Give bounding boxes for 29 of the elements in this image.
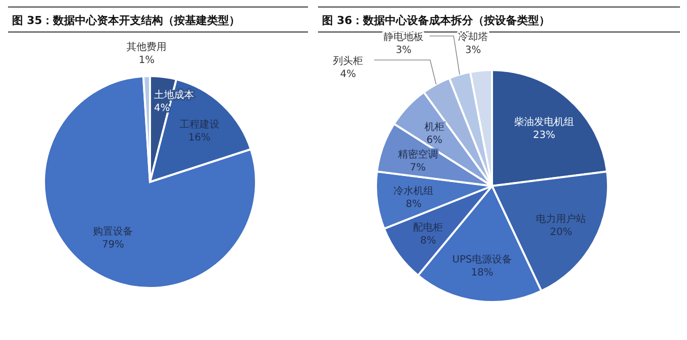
data-label: 7%: [410, 162, 426, 174]
data-label: 16%: [188, 132, 210, 144]
data-label: 8%: [420, 235, 436, 246]
data-label: 23%: [533, 130, 556, 141]
data-label: 79%: [102, 239, 124, 250]
data-label: 3%: [465, 45, 482, 56]
data-label: 4%: [340, 69, 356, 80]
slice-label: 静电地板: [384, 31, 424, 43]
data-label: 18%: [470, 267, 494, 278]
slice-label: 配电柜: [413, 221, 444, 234]
data-label: 1%: [138, 55, 155, 66]
data-label: 8%: [406, 198, 422, 210]
pie-slice: [43, 75, 257, 289]
chart-title: 图 36：数据中心设备成本拆分（按设备类型）: [322, 14, 550, 27]
slice-label: 工程建设: [179, 118, 220, 130]
slice-label: 冷水机组: [394, 184, 434, 197]
data-label: 20%: [550, 227, 572, 238]
chart-title: 图 35：数据中心资本开支结构（按基建类型）: [12, 14, 240, 27]
slice-label: 购置设备: [93, 225, 134, 238]
slice-label: 电力用户站: [536, 213, 586, 225]
slice-label: 精密空调: [398, 148, 438, 160]
slice-label: 其他费用: [126, 41, 167, 54]
slice-label: 柴油发电机组: [514, 116, 574, 128]
slice-label: 冷却塔: [458, 31, 488, 43]
slice-label: 机柜: [424, 121, 444, 134]
data-label: 3%: [396, 45, 412, 56]
slice-label: UPS电源设备: [452, 253, 512, 266]
slice-label: 列头柜: [333, 55, 364, 67]
data-label: 6%: [426, 135, 442, 146]
